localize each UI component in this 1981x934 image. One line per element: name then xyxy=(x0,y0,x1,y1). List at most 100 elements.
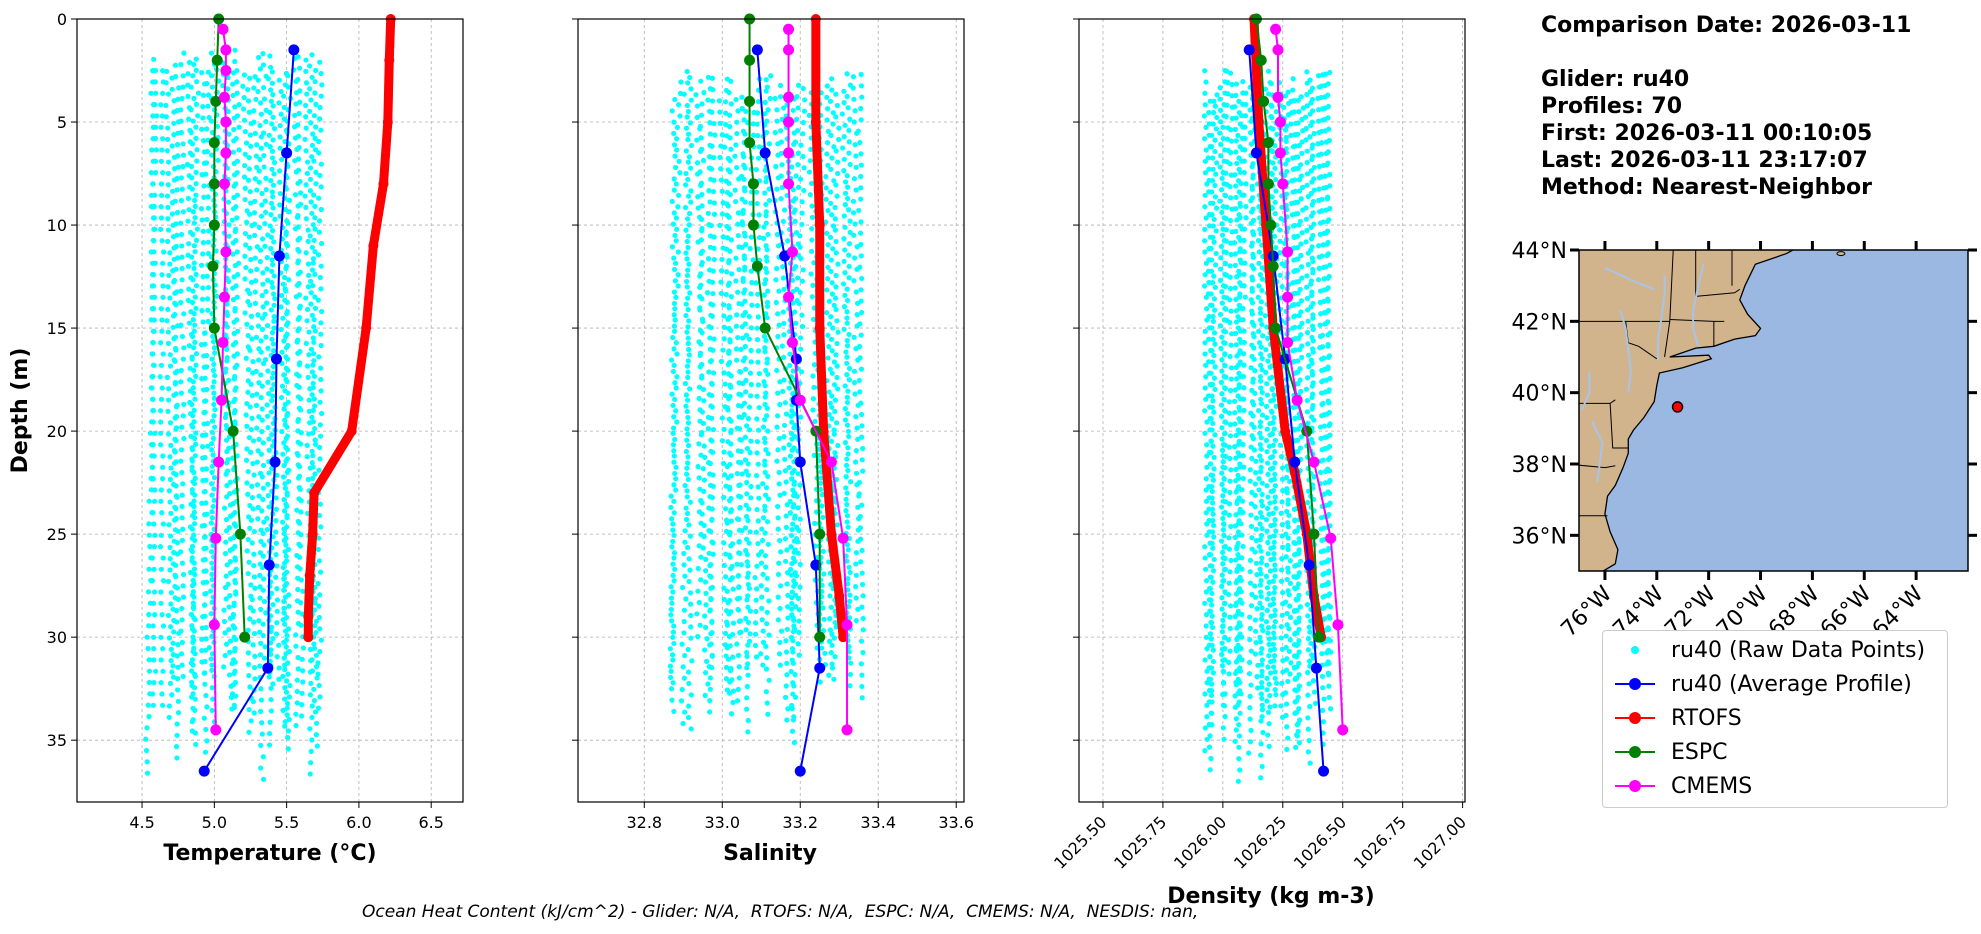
raw-point xyxy=(833,148,839,154)
raw-point xyxy=(318,331,324,337)
raw-point xyxy=(685,646,691,653)
raw-point xyxy=(830,246,836,252)
raw-point xyxy=(1227,297,1233,303)
raw-point xyxy=(244,548,250,554)
raw-point xyxy=(1227,70,1234,76)
raw-point xyxy=(682,380,689,387)
raw-point xyxy=(192,453,198,459)
raw-point xyxy=(845,105,851,111)
raw-point xyxy=(281,93,287,99)
raw-point xyxy=(1255,238,1262,244)
raw-point xyxy=(244,446,250,452)
raw-point xyxy=(844,354,850,360)
raw-point xyxy=(755,348,762,354)
raw-point xyxy=(1238,521,1244,527)
raw-point xyxy=(151,521,157,527)
raw-point xyxy=(857,536,864,542)
raw-point xyxy=(172,300,178,306)
raw-point xyxy=(1265,335,1271,341)
raw-point xyxy=(798,255,804,262)
raw-point xyxy=(313,732,319,738)
raw-point xyxy=(189,458,195,464)
raw-point xyxy=(742,188,748,194)
raw-point xyxy=(280,451,286,457)
raw-point xyxy=(854,312,860,318)
raw-point xyxy=(1207,552,1214,558)
raw-point xyxy=(800,267,806,273)
raw-point xyxy=(703,602,709,608)
raw-point xyxy=(671,323,677,329)
raw-point xyxy=(1248,365,1254,371)
y-axis xyxy=(572,18,578,741)
raw-point xyxy=(1248,512,1254,518)
raw-point xyxy=(789,595,795,601)
raw-point xyxy=(733,346,740,352)
raw-point xyxy=(684,544,691,551)
raw-point xyxy=(859,309,865,316)
raw-point xyxy=(1218,153,1224,159)
raw-point xyxy=(698,452,704,458)
raw-point xyxy=(189,356,195,362)
raw-point xyxy=(150,237,156,244)
raw-point xyxy=(723,110,729,116)
raw-point xyxy=(297,303,303,309)
raw-point xyxy=(253,153,259,159)
raw-point xyxy=(681,562,687,568)
raw-point xyxy=(308,278,314,284)
raw-point xyxy=(303,295,309,301)
raw-point xyxy=(688,97,694,103)
raw-point xyxy=(728,327,734,334)
raw-point xyxy=(685,244,691,251)
raw-point xyxy=(171,132,177,138)
raw-point xyxy=(188,129,194,135)
raw-point xyxy=(709,392,715,399)
raw-point xyxy=(1250,206,1256,212)
raw-point xyxy=(728,452,734,458)
raw-point xyxy=(295,609,301,615)
raw-point xyxy=(759,594,765,600)
raw-point xyxy=(806,112,812,118)
raw-point xyxy=(733,142,739,148)
raw-point xyxy=(1227,433,1234,439)
raw-point xyxy=(210,333,216,340)
raw-point xyxy=(158,600,164,606)
raw-point xyxy=(165,329,171,335)
raw-point xyxy=(762,383,768,389)
raw-point xyxy=(727,135,733,141)
raw-point xyxy=(195,113,201,119)
raw-point xyxy=(1259,514,1265,520)
raw-point xyxy=(277,168,283,174)
raw-point xyxy=(825,264,831,270)
raw-point xyxy=(687,590,694,596)
raw-point xyxy=(845,207,852,213)
raw-point xyxy=(1264,675,1270,681)
raw-point xyxy=(824,287,830,293)
raw-point xyxy=(305,261,312,267)
raw-point xyxy=(230,611,237,618)
raw-point xyxy=(1234,160,1240,166)
raw-point xyxy=(264,255,270,261)
raw-point xyxy=(268,200,275,206)
raw-point xyxy=(858,298,864,304)
raw-point xyxy=(167,261,173,267)
raw-point xyxy=(685,267,691,273)
raw-point xyxy=(787,362,793,369)
raw-point xyxy=(678,79,684,85)
raw-point xyxy=(191,645,197,651)
raw-point xyxy=(793,229,800,236)
raw-point xyxy=(173,243,179,250)
raw-point xyxy=(835,386,841,392)
x-tick-label: 5.5 xyxy=(274,813,299,832)
raw-point xyxy=(1258,401,1265,407)
raw-point xyxy=(273,631,280,637)
raw-point xyxy=(783,638,789,644)
raw-point xyxy=(844,173,850,179)
raw-point xyxy=(170,188,176,194)
raw-point xyxy=(840,145,846,151)
raw-point xyxy=(168,510,174,516)
raw-point xyxy=(1253,538,1260,544)
raw-point xyxy=(744,706,750,712)
raw-point xyxy=(859,457,865,463)
raw-point xyxy=(256,618,262,624)
raw-point xyxy=(296,541,302,547)
